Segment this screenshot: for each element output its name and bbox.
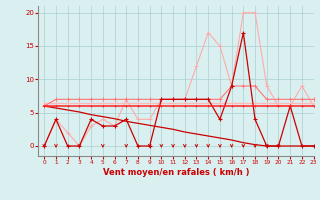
X-axis label: Vent moyen/en rafales ( km/h ): Vent moyen/en rafales ( km/h ) [103, 168, 249, 177]
